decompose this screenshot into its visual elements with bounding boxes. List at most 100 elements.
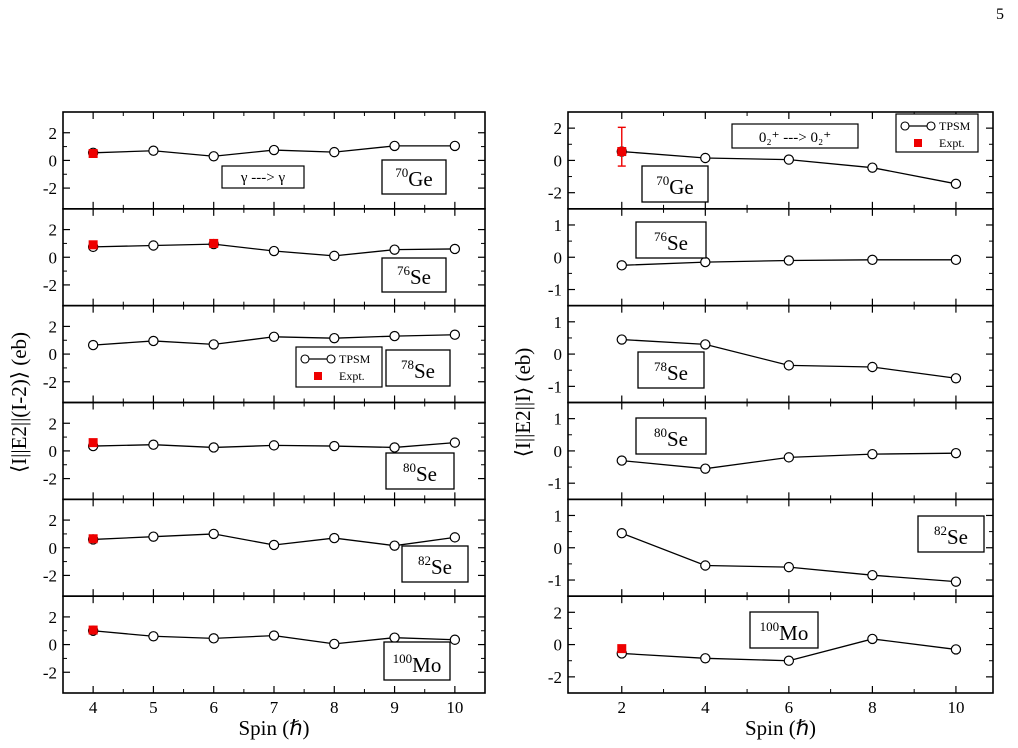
transition-label: γ ---> γ <box>240 170 286 186</box>
nucleus-mass: 76 <box>397 263 411 278</box>
nucleus-label-box <box>637 351 705 389</box>
tpsm-point <box>700 339 711 350</box>
tpsm-point <box>389 540 400 551</box>
nucleus-mass: 100 <box>393 651 413 666</box>
nucleus-label-box <box>635 221 707 259</box>
x-tick-label: 2 <box>618 698 627 717</box>
legend-tpsm-marker <box>900 121 910 131</box>
y-tick-label: 1 <box>554 506 563 525</box>
x-axis-label: Spin (ℏ) <box>745 716 816 740</box>
expt-point <box>617 147 627 157</box>
nucleus-mass: 76 <box>654 229 668 244</box>
nucleus-symbol: Mo <box>412 653 441 677</box>
y-tick-label: 2 <box>49 124 58 143</box>
nucleus-label-box <box>385 349 451 387</box>
tpsm-point <box>329 532 340 544</box>
x-tick-label: 6 <box>785 698 794 717</box>
panel-mo100: -2 0 2 100Mo <box>548 595 994 694</box>
y-axis-label: ⟨I||E2||I⟩ (eb) <box>511 348 535 458</box>
panel-frame <box>567 208 994 307</box>
nucleus-label: 70Ge <box>656 173 694 199</box>
panel-se82: -1 0 1 82Se <box>548 498 994 597</box>
tpsm-point <box>950 576 962 587</box>
y-tick-label: 2 <box>49 608 58 627</box>
tpsm-point <box>783 452 795 463</box>
tpsm-point <box>268 245 280 257</box>
nucleus-label-box <box>383 641 451 681</box>
y-tick-label: 0 <box>554 345 563 364</box>
tpsm-point <box>950 178 962 190</box>
tpsm-point <box>783 360 795 371</box>
nucleus-label-box <box>635 417 707 455</box>
y-tick-label: 0 <box>554 151 563 170</box>
page-number: 5 <box>996 6 1004 23</box>
y-tick-label: 0 <box>49 539 58 558</box>
tpsm-point <box>783 655 795 666</box>
x-tick-label: 5 <box>149 698 158 717</box>
nucleus-mass: 78 <box>401 357 414 372</box>
tpsm-point <box>700 152 711 164</box>
nucleus-mass: 82 <box>418 553 431 568</box>
panel-se82: -2 0 2 82Se <box>43 498 486 597</box>
tpsm-point <box>449 437 461 448</box>
x-tick-label: 8 <box>868 698 877 717</box>
tpsm-point <box>208 339 219 350</box>
tpsm-point <box>700 653 711 664</box>
nucleus-label-box <box>381 159 447 195</box>
panel-frame <box>567 401 994 501</box>
x-axis-label: Spin (ℏ) <box>238 716 309 740</box>
y-tick-label: -2 <box>43 663 57 682</box>
nucleus-symbol: Se <box>416 462 437 486</box>
nucleus-label-box <box>641 165 709 203</box>
tpsm-point <box>329 146 340 158</box>
nucleus-symbol: Ge <box>669 175 694 199</box>
tpsm-point <box>268 539 280 551</box>
tpsm-point <box>148 631 159 642</box>
nucleus-label: 100Mo <box>760 619 809 645</box>
panel-se80: -1 0 1 80Se <box>548 401 994 501</box>
nucleus-mass: 80 <box>403 460 416 475</box>
nucleus-label-box <box>401 545 469 583</box>
nucleus-mass: 82 <box>934 523 947 538</box>
nucleus-label-box <box>749 611 819 649</box>
tpsm-point <box>867 361 878 373</box>
tpsm-point <box>783 255 795 266</box>
y-axis-label: ⟨I||E2||(I-2)⟩ (eb) <box>7 332 31 473</box>
tpsm-point <box>87 339 99 351</box>
nucleus-symbol: Se <box>414 359 435 383</box>
expt-point <box>617 644 627 654</box>
y-tick-label: 0 <box>554 442 563 461</box>
legend-box <box>895 113 979 153</box>
tpsm-point <box>148 439 159 450</box>
tpsm-point <box>950 447 962 459</box>
y-tick-label: 0 <box>49 442 58 461</box>
y-tick-label: 1 <box>554 313 563 332</box>
tpsm-point <box>389 244 400 255</box>
expt-point <box>88 534 98 544</box>
y-tick-label: -2 <box>43 373 57 392</box>
tpsm-point <box>268 630 280 641</box>
nucleus-label-box <box>917 515 985 553</box>
panel-se76: -1 0 1 76Se <box>548 208 994 307</box>
nucleus-label: 100Mo <box>393 651 442 677</box>
nucleus-label: 82Se <box>418 553 452 579</box>
tpsm-point <box>148 335 159 347</box>
tpsm-line <box>621 532 956 583</box>
x-tick-label: 7 <box>270 698 279 717</box>
y-tick-label: 1 <box>554 216 563 235</box>
tpsm-point <box>268 440 280 451</box>
y-tick-label: 0 <box>554 248 563 267</box>
nucleus-label: 70Ge <box>395 165 433 191</box>
y-tick-label: -2 <box>43 470 57 489</box>
panel-mo100: -2 0 2 100Mo <box>43 595 486 694</box>
legend-expt-label: Expt. <box>939 136 965 150</box>
tpsm-point <box>700 256 711 268</box>
panel-se80: -2 0 2 80Se <box>43 401 486 501</box>
legend-tpsm-marker <box>300 354 310 364</box>
nucleus-label-box <box>381 257 447 293</box>
legend-tpsm-marker <box>926 121 936 131</box>
y-tick-label: -1 <box>548 474 562 493</box>
nucleus-label: 80Se <box>403 460 437 486</box>
nucleus-symbol: Mo <box>779 621 808 645</box>
